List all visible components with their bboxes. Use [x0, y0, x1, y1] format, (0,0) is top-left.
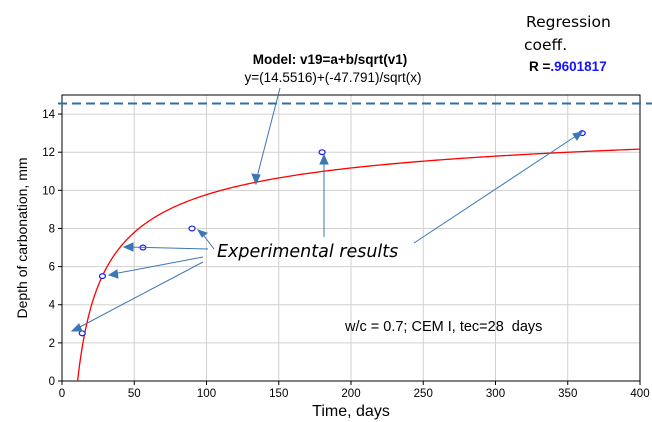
x-tick-label: 200 [341, 388, 360, 400]
y-tick-label: 10 [42, 185, 55, 197]
x-tick-label: 100 [197, 388, 216, 400]
y-tick-label: 6 [49, 262, 55, 274]
x-tick-labels: 0 50 100 150 200 250 300 350 400 [59, 381, 650, 400]
data-point [318, 149, 326, 156]
x-tick-label: 350 [558, 388, 577, 400]
experimental-results-label: Experimental results [217, 242, 398, 262]
y-tick-label: 8 [49, 223, 55, 235]
fit-curve [76, 148, 641, 382]
y-tick-labels: 0 2 4 6 8 10 12 14 [42, 109, 62, 388]
data-point [188, 225, 196, 232]
regression-r-label: R =.9601817 [529, 59, 607, 74]
regression-label-line2: coeff. [524, 36, 567, 54]
y-tick-label: 0 [49, 376, 55, 388]
regression-label-line1: Regression [526, 13, 611, 31]
y-tick-label: 4 [49, 300, 56, 312]
x-tick-label: 50 [128, 388, 141, 400]
arrows [70, 87, 584, 332]
x-axis-label: Time, days [312, 403, 390, 420]
x-tick-label: 400 [630, 388, 649, 400]
x-tick-label: 250 [414, 388, 433, 400]
data-point [98, 273, 107, 280]
model-label-line2: y=(14.5516)+(-47.791)/sqrt(x) [244, 70, 421, 85]
y-axis-label: Depth of carbonation, mm [14, 157, 30, 318]
y-tick-label: 14 [42, 109, 55, 121]
conditions-label: w/c = 0.7; CEM I, tec=28 days [344, 319, 542, 335]
model-label-line1: Model: v19=a+b/sqrt(v1) [253, 52, 408, 67]
r-value: .9601817 [550, 59, 606, 74]
grid-lines [62, 95, 640, 381]
x-tick-label: 300 [486, 388, 505, 400]
y-tick-label: 12 [42, 147, 55, 159]
x-tick-label: 150 [269, 388, 288, 400]
y-tick-label: 2 [49, 338, 55, 350]
x-tick-label: 0 [59, 388, 65, 400]
data-point [78, 330, 86, 337]
